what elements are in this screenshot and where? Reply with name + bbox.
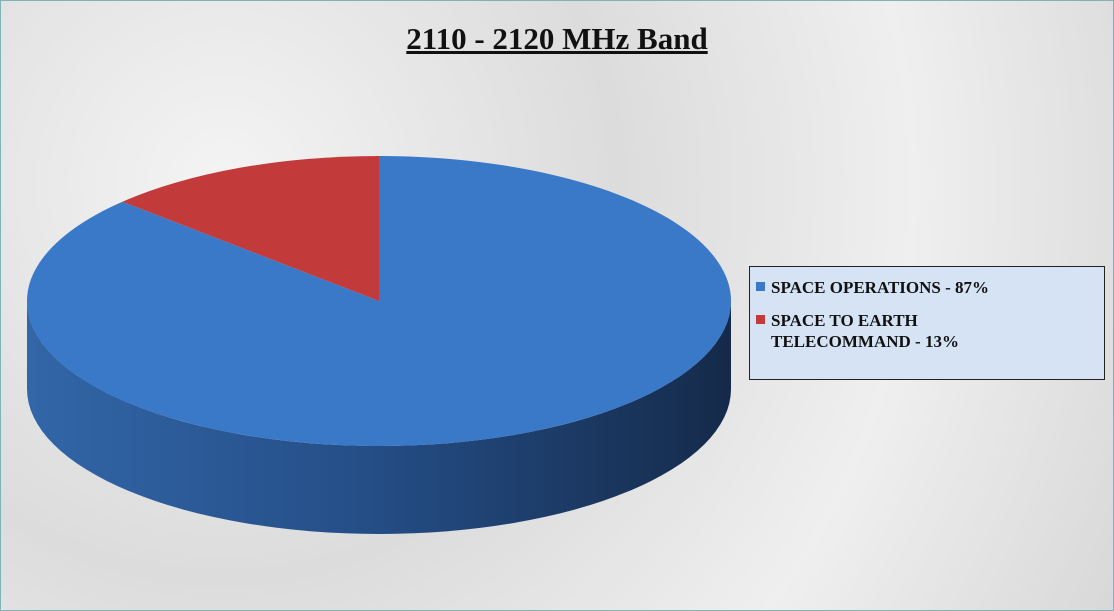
legend-item: SPACE TO EARTH TELECOMMAND - 13% [756,310,1098,352]
slice [122,156,379,301]
legend-swatch [756,315,765,324]
slice-side [27,301,731,534]
chart-title: 2110 - 2120 MHz Band [406,21,708,56]
legend-item: SPACE OPERATIONS - 87% [756,277,1098,298]
legend-label: SPACE OPERATIONS - 87% [771,278,990,297]
legend-label: SPACE TO EARTH TELECOMMAND - 13% [771,311,959,351]
legend-swatch [756,282,765,291]
legend: SPACE OPERATIONS - 87% SPACE TO EARTH TEL… [749,266,1105,380]
